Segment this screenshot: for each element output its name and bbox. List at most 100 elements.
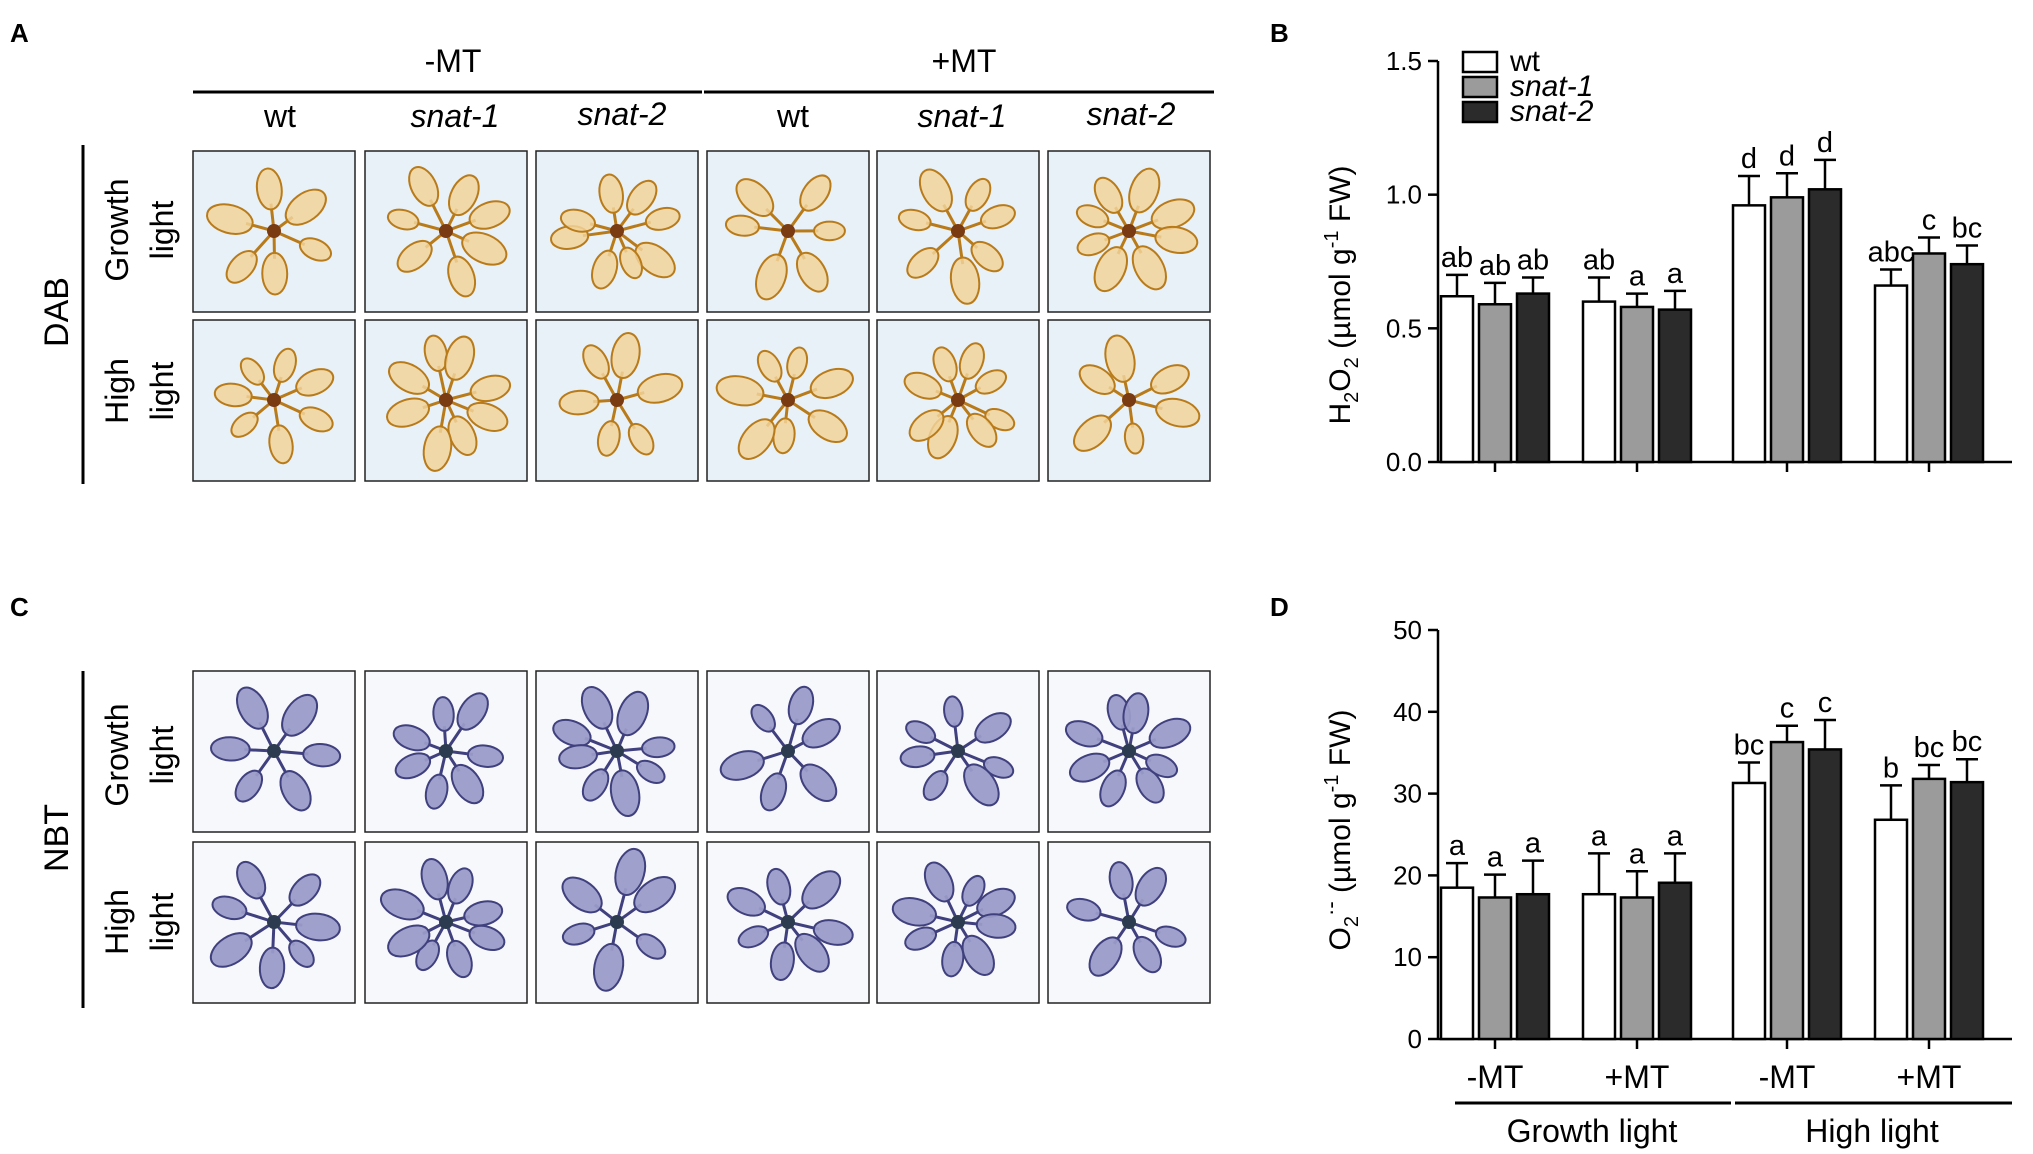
leaf-blade: [904, 926, 938, 951]
leaf-blade: [715, 375, 765, 407]
significance-letter: d: [1817, 127, 1833, 159]
leaf-blade: [468, 924, 506, 952]
plant-photo: [706, 841, 870, 1004]
leaf-blade: [255, 167, 283, 211]
panel-c-side-labels: NBT Growth light High light: [38, 671, 180, 1008]
leaf-blade: [386, 397, 431, 428]
leaf-blade: [466, 401, 509, 432]
leaf-blade: [801, 870, 842, 910]
leaf: [769, 921, 795, 981]
leaf: [949, 230, 981, 305]
leaf-blade: [447, 867, 474, 905]
bar-snat-1: [1477, 303, 1513, 464]
leaf-blade: [1073, 414, 1112, 452]
leaf: [614, 847, 647, 923]
leaf-blade: [209, 932, 253, 968]
leaf-blade: [627, 422, 655, 456]
significance-letter: bc: [1952, 212, 1983, 244]
bar-wt: [1439, 886, 1475, 1041]
plant-photo: [1047, 319, 1211, 482]
y-axis-title-b: H2O2 (µmol g-1 FW): [1321, 165, 1363, 424]
significance-letter: a: [1667, 258, 1684, 290]
leaf: [408, 166, 448, 232]
y-tick-label: 0.0: [1386, 447, 1422, 477]
leaf-blade: [1108, 861, 1134, 900]
significance-letter: c: [1922, 204, 1937, 236]
x-tick-label: -MT: [1759, 1059, 1816, 1095]
leaf-blade: [466, 744, 504, 768]
leaf-blade: [1134, 866, 1168, 907]
leaf-blade: [750, 703, 776, 733]
leaf: [230, 398, 275, 438]
leaf: [444, 692, 489, 752]
light-label-line2: light: [144, 893, 180, 952]
leaf-blade: [614, 847, 647, 896]
leaf-blade: [976, 887, 1016, 918]
leaf-blade: [809, 367, 854, 400]
significance-letter: bc: [1734, 730, 1765, 762]
leaf: [273, 368, 335, 402]
leaf-blade: [641, 736, 676, 759]
leaf-blade: [1132, 935, 1163, 974]
significance-letter: a: [1591, 820, 1608, 852]
leaf-blade: [801, 717, 841, 749]
leaf-blade: [423, 334, 449, 372]
bar-snat-1: [1911, 252, 1947, 464]
leaf-blade: [261, 251, 289, 296]
x-tick-label: +MT: [1605, 1059, 1670, 1095]
leaf-blade: [206, 203, 254, 235]
leaf-blade: [1155, 397, 1201, 428]
legend-label: snat-1: [1510, 70, 1593, 103]
plant-photo: [1047, 841, 1211, 1004]
significance-letter: a: [1449, 830, 1466, 862]
leaf-blade: [209, 736, 251, 762]
significance-letter: a: [1525, 828, 1542, 860]
leaf-blade: [239, 357, 265, 386]
leaf-blade: [1093, 176, 1124, 214]
leaf: [255, 167, 283, 232]
leaf-blade: [561, 876, 603, 914]
significance-letter: d: [1779, 140, 1795, 172]
plant-photo: [876, 841, 1040, 1004]
leaf: [1128, 364, 1190, 402]
leaf-blade: [1122, 692, 1150, 735]
leaf-blade: [444, 335, 476, 381]
plant-photo: [364, 841, 528, 1004]
leaf-blade: [975, 913, 1017, 939]
rosette-center: [951, 915, 965, 929]
leaf-blade: [961, 874, 986, 907]
bar-snat-2: [1515, 292, 1551, 464]
leaf: [1075, 204, 1130, 233]
leaf-blade: [432, 696, 455, 732]
leaf: [580, 686, 619, 752]
bar-snat-2: [1807, 748, 1843, 1041]
leaf-blade: [1066, 897, 1102, 922]
leaf-blade: [1064, 720, 1104, 748]
x-tick-label: -MT: [1467, 1059, 1524, 1095]
leaf-blade: [394, 752, 432, 780]
leaf-blade: [582, 344, 610, 380]
leaf-blade: [590, 249, 619, 290]
treatment-label-plus-mt: +MT: [932, 43, 997, 79]
bar-snat-1: [1619, 896, 1655, 1041]
leaf: [392, 724, 447, 753]
legend-label: wt: [1509, 45, 1541, 78]
leaf-blade: [581, 768, 610, 802]
bar-wt: [1581, 892, 1617, 1041]
light-label-line1: High: [99, 889, 135, 955]
significance-letter: a: [1487, 842, 1504, 874]
stain-label-nbt: NBT: [38, 804, 76, 872]
leaf-blade: [386, 208, 420, 231]
y-tick-label: 1.5: [1386, 46, 1422, 76]
plant-photo: [364, 319, 528, 482]
leaf-blade: [982, 756, 1015, 779]
leaf: [559, 208, 618, 233]
significance-letter: bc: [1952, 726, 1983, 758]
leaf-blade: [799, 763, 838, 803]
leaf: [561, 876, 618, 924]
leaf: [956, 399, 998, 448]
leaf: [786, 346, 809, 401]
leaf: [209, 736, 275, 762]
leaf-blade: [918, 168, 953, 213]
bar-wt: [1581, 300, 1617, 464]
